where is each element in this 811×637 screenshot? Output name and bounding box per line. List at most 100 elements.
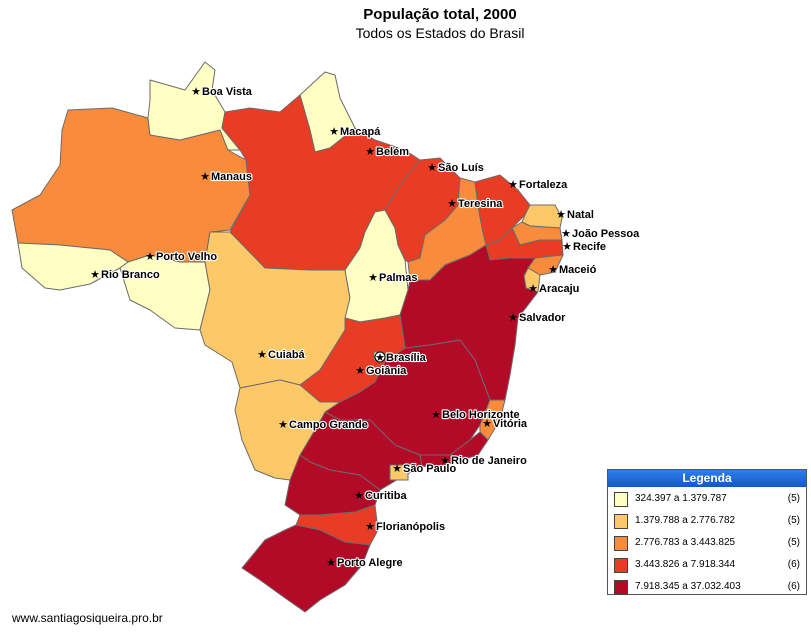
star-icon: ★ — [278, 418, 288, 431]
capital-label: Belém — [376, 146, 409, 158]
site-credit: www.santiagosiqueira.pro.br — [12, 611, 163, 625]
state-rondonia — [119, 254, 211, 331]
capital-marker: ★ Rio de Janeiro — [440, 454, 528, 468]
state-roraima — [147, 61, 241, 151]
map-title: População total, 2000 — [363, 6, 517, 23]
star-icon: ★ — [355, 364, 365, 377]
capital-label: Recife — [573, 241, 606, 253]
star-icon: ★ — [561, 227, 571, 240]
capital-label: Brasília — [386, 352, 427, 364]
capital-markers: ★ Boa Vista★ Macapá★ Belém★ Manaus★ São Luís★… — [90, 85, 641, 570]
capital-label: João Pessoa — [572, 228, 640, 240]
legend-range: 2.776.783 a 3.443.825 — [635, 537, 736, 548]
star-icon: ★ — [482, 417, 492, 430]
star-icon: ★ — [508, 311, 518, 324]
capital-marker: ★ São Paulo — [392, 462, 457, 476]
legend-swatch — [614, 514, 628, 529]
star-icon: ★ — [562, 240, 572, 253]
star-icon: ★ — [427, 161, 437, 174]
capital-marker: ★ Brasília — [374, 351, 428, 365]
star-icon: ★ — [447, 197, 457, 210]
capital-marker: ★ Campo Grande — [278, 418, 369, 432]
capital-marker: ★ Recife — [562, 240, 607, 254]
capital-label: Boa Vista — [202, 86, 253, 98]
legend-count: (5) — [787, 515, 800, 526]
legend-range: 3.443.826 a 7.918.344 — [635, 559, 736, 570]
legend-range: 324.397 a 1.379.787 — [635, 493, 727, 504]
star-icon: ★ — [528, 282, 538, 295]
capital-marker: ★ Manaus — [200, 170, 253, 184]
star-icon: ★ — [556, 208, 566, 221]
capital-marker: ★ Vitória — [482, 417, 529, 431]
star-icon: ★ — [548, 263, 558, 276]
capital-label: Belo Horizonte — [442, 409, 520, 421]
star-icon: ★ — [191, 85, 201, 98]
star-icon: ★ — [329, 125, 339, 138]
legend-row: 324.397 a 1.379.787 (5) — [608, 488, 806, 509]
state-parana — [284, 454, 381, 516]
legend-range: 7.918.345 a 37.032.403 — [635, 581, 741, 592]
capital-label: São Paulo — [403, 463, 456, 475]
state-rio-de-janeiro — [419, 431, 489, 469]
legend-row: 3.443.826 a 7.918.344 (6) — [608, 554, 806, 575]
capital-marker: ★ Belém — [365, 145, 410, 159]
capital-label: Florianópolis — [376, 521, 445, 533]
state-rio-grande-do-sul — [241, 524, 371, 613]
capital-label: Teresina — [458, 198, 503, 210]
legend-count: (6) — [787, 581, 800, 592]
capital-circle-icon — [374, 351, 386, 363]
capital-marker: ★ Fortaleza — [508, 178, 569, 192]
capital-label: Vitória — [493, 418, 528, 430]
capital-label: Campo Grande — [289, 419, 368, 431]
star-icon: ★ — [200, 170, 210, 183]
star-icon: ★ — [145, 250, 155, 263]
capital-marker: ★ Cuiabá — [257, 348, 307, 362]
legend-title: Legenda — [608, 470, 806, 487]
capital-label: Curitiba — [365, 490, 407, 502]
capital-label: Porto Alegre — [337, 557, 403, 569]
capital-marker: ★ Natal — [556, 208, 595, 222]
capital-marker: ★ Rio Branco — [90, 268, 161, 282]
map-subtitle: Todos os Estados do Brasil — [355, 25, 525, 41]
star-icon: ★ — [326, 556, 336, 569]
capital-marker: ★ Salvador — [508, 311, 567, 325]
capital-marker: ★ Belo Horizonte — [431, 408, 521, 422]
capital-label: Salvador — [519, 312, 566, 324]
capital-label: Macapá — [340, 126, 381, 138]
state-mato-grosso-do-sul — [234, 379, 341, 481]
legend-swatch — [614, 492, 628, 507]
star-icon: ★ — [392, 462, 402, 475]
legend-row: 1.379.788 a 2.776.782 (5) — [608, 510, 806, 531]
star-icon: ★ — [365, 520, 375, 533]
star-icon: ★ — [365, 145, 375, 158]
legend-range: 1.379.788 a 2.776.782 — [635, 515, 736, 526]
capital-label: Rio Branco — [101, 269, 160, 281]
star-icon: ★ — [90, 268, 100, 281]
legend-count: (5) — [787, 493, 800, 504]
legend-swatch — [614, 536, 628, 551]
star-icon: ★ — [508, 178, 518, 191]
capital-label: Maceió — [559, 264, 597, 276]
legend-row: 2.776.783 a 3.443.825 (5) — [608, 532, 806, 553]
capital-label: Rio de Janeiro — [451, 455, 527, 467]
capital-marker: ★ Porto Alegre — [326, 556, 404, 570]
star-icon: ★ — [375, 351, 385, 364]
capital-marker: ★ Palmas — [368, 271, 419, 285]
capital-marker: ★ Aracaju — [528, 282, 580, 296]
star-icon: ★ — [431, 408, 441, 421]
capital-marker: ★ São Luís — [427, 161, 485, 175]
capital-marker: ★ Goiânia — [355, 364, 408, 378]
star-icon: ★ — [354, 489, 364, 502]
capital-marker: ★ Porto Velho — [145, 250, 218, 264]
legend-swatch — [614, 558, 628, 573]
capital-label: Aracaju — [539, 283, 579, 295]
legend-panel: Legenda 324.397 a 1.379.787 (5) 1.379.78… — [607, 469, 807, 595]
capital-marker: ★ João Pessoa — [561, 227, 641, 241]
capital-label: Manaus — [211, 171, 252, 183]
star-icon: ★ — [257, 348, 267, 361]
state-acre — [17, 242, 129, 291]
legend-count: (5) — [787, 537, 800, 548]
capital-marker: ★ Boa Vista — [191, 85, 254, 99]
legend-row: 7.918.345 a 37.032.403 (6) — [608, 576, 806, 597]
